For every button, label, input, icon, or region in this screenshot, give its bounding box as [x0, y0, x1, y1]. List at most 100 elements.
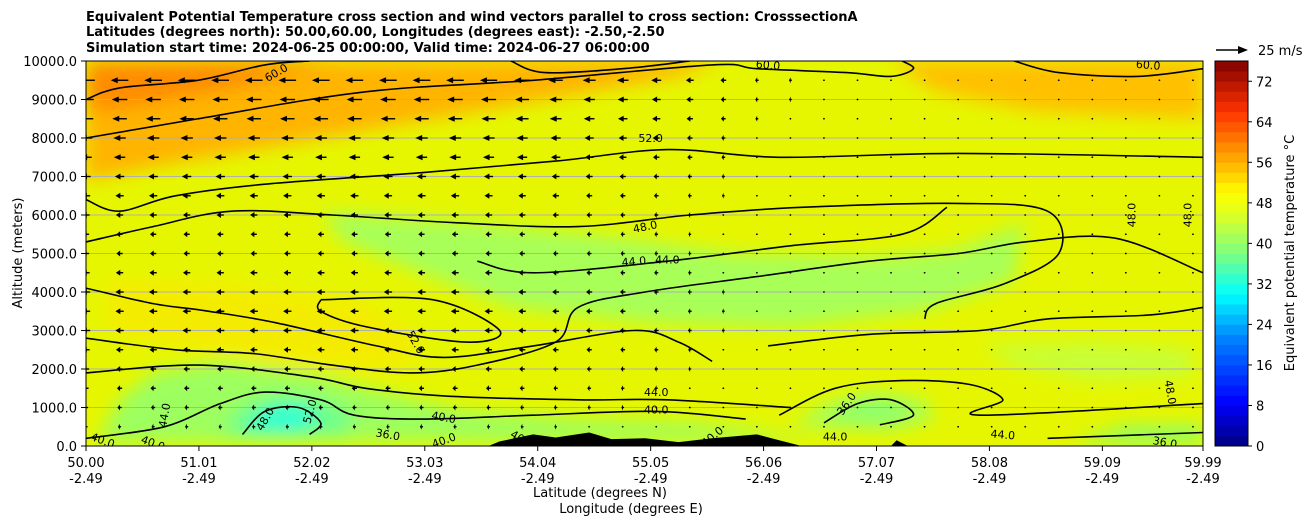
wind-vector-3-12	[482, 135, 495, 141]
wind-vector-1-1	[111, 96, 128, 103]
wind-vector-16-24	[890, 387, 892, 390]
contour-label-15: 52.0	[301, 398, 320, 425]
wind-vector-13-2	[148, 327, 158, 334]
terrain-0	[488, 432, 802, 446]
colorbar-band-19	[1215, 243, 1248, 254]
wind-vector-2-22	[823, 117, 825, 120]
wind-vector-7-9	[384, 212, 392, 218]
wind-vector-2-5	[246, 115, 261, 122]
wind-vector-18-12	[487, 423, 491, 430]
wind-vector-7-1	[115, 212, 124, 218]
wind-vector-17-28	[1024, 406, 1027, 409]
contour-label-2: 60.0	[1135, 58, 1161, 73]
wind-vector-0-4	[211, 77, 230, 84]
contour-label-4: 48.0	[632, 218, 659, 236]
wind-vector-14-25	[923, 348, 926, 351]
wind-vector-12-9	[383, 308, 393, 315]
wind-vector-15-18	[688, 366, 692, 372]
colorbar-band-13	[1215, 304, 1248, 315]
wind-vector-1-5	[245, 96, 262, 103]
wind-vector-14-24	[890, 348, 892, 351]
wind-vector-11-29	[1057, 291, 1060, 293]
wind-vector-6-8	[350, 192, 359, 199]
wind-vector-13-33	[1192, 329, 1194, 332]
wind-vector-10-13	[518, 269, 526, 276]
colorbar-band-10	[1215, 334, 1248, 346]
wind-vector-14-5	[250, 346, 258, 353]
x-tick-lon-0: -2.49	[69, 472, 103, 487]
wind-vector-5-14	[551, 173, 560, 180]
colorbar: 0 8 16 24 32 40 48 56 64 72 Equivalent potential …	[1214, 60, 1298, 455]
wind-vector-0-18	[685, 77, 694, 84]
wind-vector-0-32	[1158, 79, 1161, 82]
wind-vector-13-6	[283, 327, 292, 334]
wind-vector-1-29	[1057, 98, 1060, 101]
wind-vector-9-8	[351, 250, 358, 257]
x-tick-lat-9: 59.09	[1084, 456, 1121, 471]
wind-vector-13-31	[1124, 329, 1127, 332]
wind-vector-7-2	[149, 212, 157, 218]
wind-vector-6-33	[1192, 194, 1194, 197]
wind-vector-13-24	[890, 329, 892, 332]
wind-vector-13-4	[216, 327, 225, 334]
wind-vector-1-11	[447, 96, 463, 103]
wind-vector-11-13	[518, 289, 526, 295]
wind-vector-16-27	[990, 387, 993, 390]
wind-vector-9-4	[217, 250, 224, 257]
wind-vector-0-9	[379, 77, 397, 84]
wind-vector-6-17	[653, 192, 659, 199]
wind-vector-8-13	[519, 231, 525, 238]
wind-vector-6-7	[316, 192, 325, 199]
wind-vector-16-10	[418, 385, 425, 392]
wind-vector-4-26	[957, 156, 960, 159]
wind-vector-2-33	[1192, 117, 1194, 120]
contour-52.0-4	[86, 148, 1203, 213]
wind-vector-1-3	[178, 96, 195, 103]
wind-vector-11-27	[990, 291, 993, 293]
wind-vector-17-15	[587, 404, 591, 411]
wind-vector-0-28	[1024, 79, 1027, 82]
wind-vector-6-1	[115, 192, 124, 199]
wind-vector-11-16	[619, 289, 626, 295]
wind-vector-14-2	[149, 346, 157, 353]
wind-vector-16-26	[957, 387, 960, 390]
wind-vector-17-21	[789, 406, 792, 409]
wind-vector-0-26	[957, 79, 960, 82]
contour-label-20: 36.0	[1152, 434, 1178, 451]
colorbar-band-35	[1215, 81, 1248, 92]
colorbar-tick-label-6: 48	[1256, 197, 1273, 212]
wind-vector-8-17	[654, 231, 658, 238]
wind-vector-8-9	[384, 231, 392, 238]
wind-vector-2-4	[212, 115, 228, 122]
wind-vector-6-9	[383, 192, 393, 199]
colorbar-band-11	[1215, 324, 1248, 335]
wind-vector-0-31	[1124, 79, 1127, 82]
colorbar-band-16	[1215, 273, 1248, 285]
wind-vector-2-32	[1158, 117, 1161, 120]
wind-vector-10-22	[823, 271, 825, 274]
wind-vector-5-22	[823, 175, 825, 178]
wind-vector-3-7	[314, 135, 328, 141]
wind-vector-16-19	[722, 387, 725, 390]
wind-vector-4-5	[247, 154, 260, 161]
colorbar-band-14	[1215, 294, 1248, 305]
wind-vector-15-1	[116, 366, 123, 372]
wind-vector-3-28	[1024, 137, 1027, 139]
wind-vector-4-27	[990, 156, 993, 159]
wind-vector-12-12	[484, 308, 493, 315]
wind-vector-14-28	[1024, 348, 1027, 351]
quiver-key: 25 m/s	[1216, 44, 1303, 59]
wind-vector-6-18	[687, 192, 692, 199]
colorbar-band-5	[1215, 385, 1248, 396]
wind-vector-14-8	[350, 346, 358, 353]
wind-vector-9-26	[957, 252, 960, 255]
colorbar-band-37	[1215, 61, 1248, 72]
wind-vector-0-22	[823, 79, 825, 82]
colorbar-band-7	[1215, 364, 1248, 376]
wind-vector-18-22	[823, 425, 825, 428]
wind-vector-8-11	[451, 231, 459, 238]
wind-vector-6-21	[789, 194, 792, 197]
field-region-7	[320, 211, 1026, 327]
wind-vector-17-19	[722, 406, 725, 409]
wind-vector-10-24	[890, 271, 892, 274]
